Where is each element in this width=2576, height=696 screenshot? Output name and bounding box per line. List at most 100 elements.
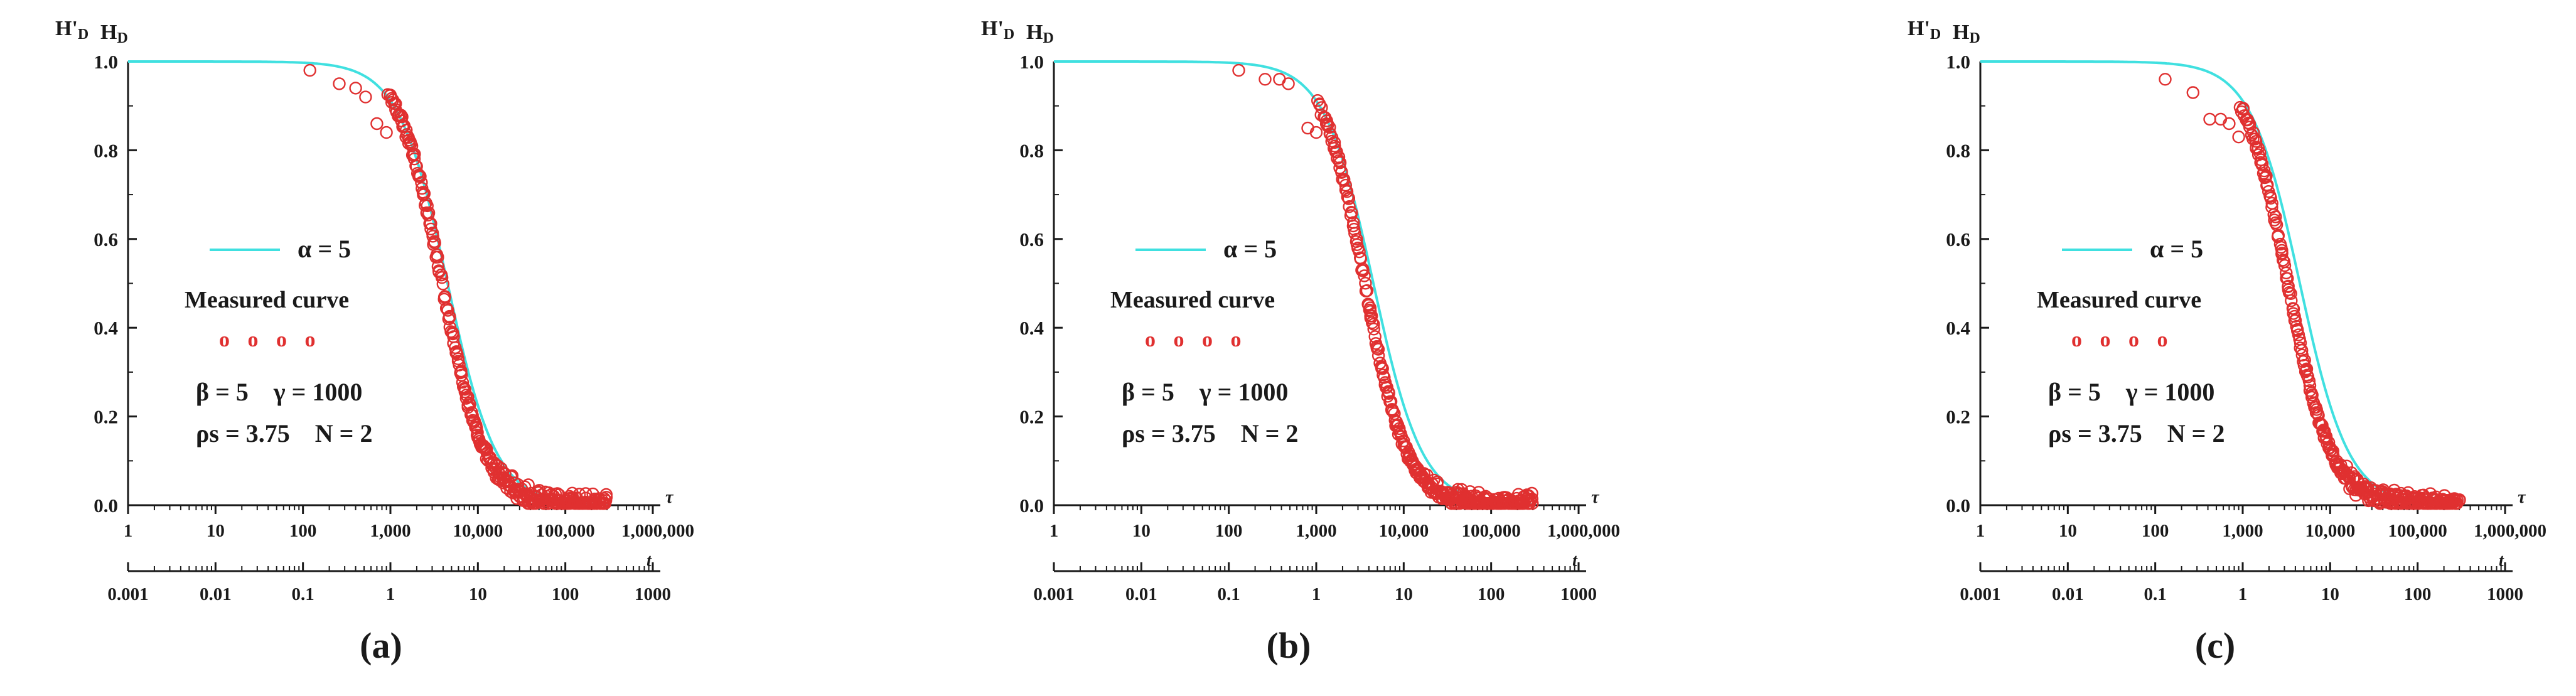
y-tick-label: 0.8	[1019, 139, 1044, 161]
t-axis-label: t	[1572, 551, 1578, 570]
measured-point	[2249, 135, 2263, 148]
measured-point	[2316, 419, 2329, 432]
measured-point	[1359, 277, 1372, 290]
t-tick-label: 100	[552, 584, 579, 604]
measured-point	[1365, 309, 1378, 323]
tau-axis-label: τ	[665, 488, 674, 507]
tau-tick-label: 1	[124, 521, 133, 541]
measured-point	[441, 304, 454, 317]
measured-point	[436, 277, 449, 291]
y-tick-label: 0.4	[94, 317, 118, 339]
measured-point	[2278, 259, 2292, 272]
measured-point	[522, 478, 535, 491]
measured-point	[395, 110, 409, 124]
measured-point	[2264, 191, 2277, 205]
tau-tick-label: 10,000	[2305, 521, 2355, 541]
t-tick-label: 10	[469, 584, 487, 604]
measured-point	[405, 139, 419, 153]
measured-point	[2269, 210, 2282, 223]
measured-point	[2343, 472, 2356, 485]
measured-point	[333, 77, 346, 90]
tau-tick-label: 10	[1132, 521, 1151, 541]
measured-point	[458, 383, 472, 396]
y-axis-label-hd: HD	[100, 21, 128, 46]
tau-tick-label: 1,000,000	[1547, 521, 1620, 541]
legend-measured-label: Measured curve	[1110, 287, 1275, 313]
y-tick-label: 0.2	[94, 406, 118, 428]
tau-tick-label: 10,000	[1378, 521, 1429, 541]
measured-point	[532, 486, 545, 500]
measured-point	[421, 199, 434, 213]
measured-point	[2294, 341, 2307, 355]
tau-tick-label: 1,000	[1296, 521, 1336, 541]
measured-point	[498, 467, 512, 481]
t-tick-label: 1000	[635, 584, 671, 604]
tau-tick-label: 100	[1215, 521, 1243, 541]
t-tick-label: 0.001	[1960, 584, 2000, 604]
measured-point	[1367, 323, 1380, 336]
y-tick-label: 0.4	[1946, 317, 1970, 339]
y-tick-label: 0.6	[1946, 228, 1970, 250]
measured-point	[1388, 407, 1401, 420]
measured-point	[414, 169, 427, 183]
t-tick-label: 0.01	[1125, 584, 1157, 604]
measured-point	[1343, 200, 1356, 213]
t-tick-label: 100	[1478, 584, 1505, 604]
measured-point	[2159, 73, 2172, 86]
measured-point	[1340, 185, 1354, 198]
measured-point	[1360, 284, 1374, 297]
measured-point	[1328, 139, 1341, 153]
t-tick-label: 0.01	[200, 584, 232, 604]
measured-point	[2317, 424, 2330, 437]
y-tick-label: 0.2	[1946, 406, 1970, 428]
measured-point	[349, 82, 362, 95]
measured-point	[2186, 86, 2200, 99]
panel-label-b: (b)	[1267, 625, 1311, 666]
legend-alpha-label: α = 5	[298, 235, 351, 263]
param-beta-gamma: β = 5 γ = 1000	[196, 378, 362, 406]
legend-measured-label: Measured curve	[185, 287, 349, 313]
measured-point	[1368, 330, 1382, 343]
t-tick-label: 0.1	[2144, 584, 2167, 604]
measured-point	[505, 469, 519, 483]
measured-point	[1376, 362, 1389, 375]
measured-point	[2272, 228, 2285, 242]
measured-point	[461, 390, 475, 404]
y-tick-label: 0.4	[1019, 317, 1044, 339]
t-tick-label: 0.001	[107, 584, 148, 604]
chart-panel-a: 0.0 0.2 0.4 0.6 0.8 1.0H'D HD 1 10 100 1,000 10,000…	[55, 17, 694, 604]
measured-point	[424, 217, 437, 230]
param-rho-n: ρs = 3.75 N = 2	[2048, 419, 2224, 447]
tau-tick-label: 1	[1049, 521, 1059, 541]
legend-measured-marker: o o o o	[219, 328, 322, 351]
y-tick-label: 0.6	[1019, 228, 1044, 250]
measured-point	[1345, 206, 1358, 220]
t-tick-label: 10	[1395, 584, 1413, 604]
panel-label-c: (c)	[2195, 625, 2235, 666]
measured-point	[2255, 158, 2269, 171]
measured-point	[431, 260, 445, 273]
measured-point	[2302, 374, 2316, 388]
measured-point	[303, 63, 316, 77]
measured-point	[434, 268, 448, 282]
param-rho-n: ρs = 3.75 N = 2	[196, 419, 372, 447]
measured-point	[2282, 279, 2295, 293]
measured-point	[1358, 269, 1371, 282]
y-tick-label: 0.0	[94, 495, 118, 517]
t-tick-label: 0.001	[1033, 584, 1074, 604]
measured-point	[456, 376, 470, 389]
legend-alpha-label: α = 5	[2150, 235, 2203, 263]
measured-point	[1321, 117, 1334, 131]
y-tick-label: 0.2	[1019, 406, 1044, 428]
measured-point	[511, 478, 525, 491]
tau-tick-label: 1	[1976, 521, 1985, 541]
measured-point	[1356, 264, 1370, 277]
measured-point	[1393, 422, 1406, 436]
measured-point	[1363, 301, 1377, 314]
measured-point	[2452, 494, 2466, 507]
legend-measured-marker: o o o o	[2071, 328, 2174, 351]
measured-point	[1232, 63, 1245, 77]
t-tick-label: 1	[386, 584, 395, 604]
measured-point	[1526, 497, 1539, 510]
measured-point	[1367, 318, 1380, 331]
